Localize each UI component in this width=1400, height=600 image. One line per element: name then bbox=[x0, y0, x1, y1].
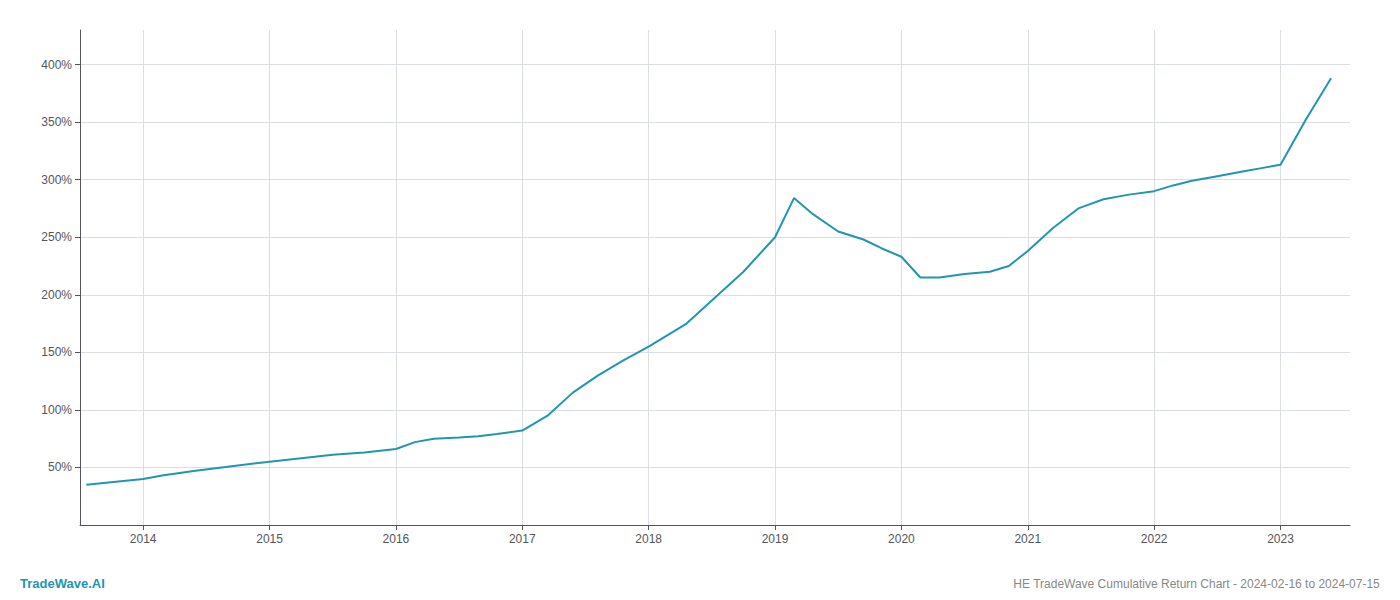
svg-text:2022: 2022 bbox=[1141, 532, 1168, 546]
svg-text:HE TradeWave Cumulative Return: HE TradeWave Cumulative Return Chart - 2… bbox=[1013, 577, 1380, 591]
svg-text:200%: 200% bbox=[41, 288, 72, 302]
svg-text:2019: 2019 bbox=[762, 532, 789, 546]
svg-text:50%: 50% bbox=[48, 460, 72, 474]
svg-text:350%: 350% bbox=[41, 115, 72, 129]
svg-text:150%: 150% bbox=[41, 345, 72, 359]
svg-text:2016: 2016 bbox=[383, 532, 410, 546]
svg-text:2014: 2014 bbox=[130, 532, 157, 546]
svg-text:400%: 400% bbox=[41, 58, 72, 72]
svg-text:2017: 2017 bbox=[509, 532, 536, 546]
svg-text:2018: 2018 bbox=[635, 532, 662, 546]
svg-text:100%: 100% bbox=[41, 403, 72, 417]
svg-text:TradeWave.AI: TradeWave.AI bbox=[20, 576, 105, 591]
svg-text:300%: 300% bbox=[41, 173, 72, 187]
svg-text:2015: 2015 bbox=[256, 532, 283, 546]
svg-text:2023: 2023 bbox=[1267, 532, 1294, 546]
svg-text:2021: 2021 bbox=[1014, 532, 1041, 546]
svg-text:250%: 250% bbox=[41, 230, 72, 244]
svg-text:2020: 2020 bbox=[888, 532, 915, 546]
